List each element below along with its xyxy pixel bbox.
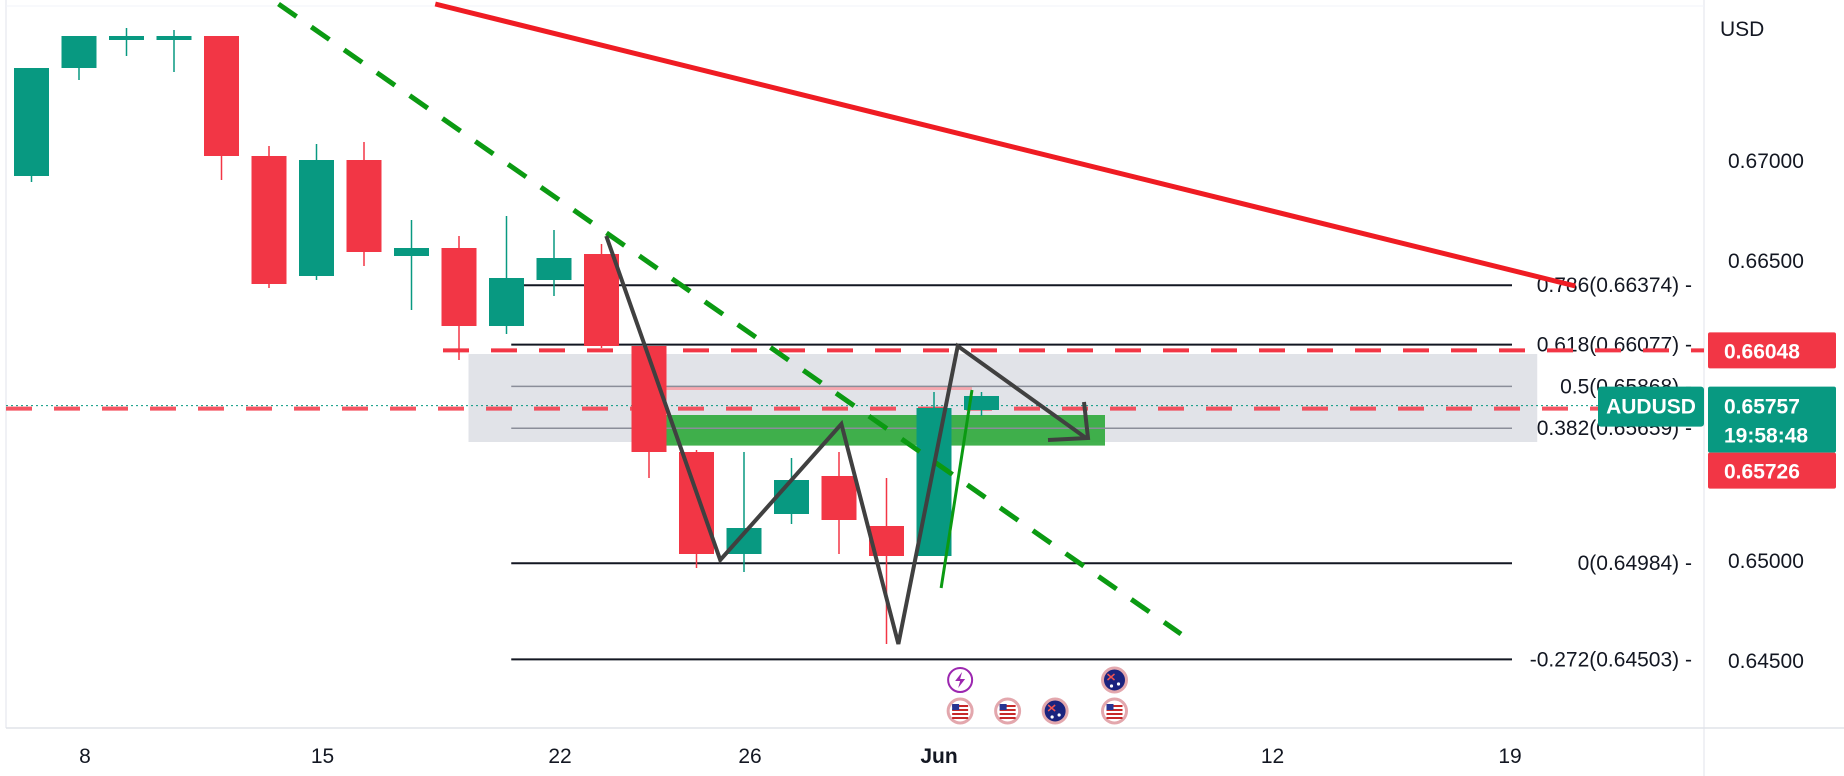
fib-label: 0.618(0.66077) - bbox=[1537, 334, 1692, 357]
zigzag-path[interactable] bbox=[604, 235, 1088, 645]
fibonacci-layer[interactable]: 0.786(0.66374) -0.618(0.66077) -0.5(0.65… bbox=[511, 274, 1692, 671]
green-impulse-line[interactable] bbox=[939, 389, 974, 589]
candle-body bbox=[156, 36, 192, 40]
candle-body bbox=[441, 248, 477, 326]
resistance-badge-box bbox=[1708, 332, 1836, 369]
axes-layer: USD 8 15 22 26 Jun 12 19 0.67000 0.66500 0.65000 0… bbox=[79, 18, 1804, 768]
candle-body bbox=[679, 452, 714, 554]
candle bbox=[584, 244, 619, 348]
candle-body bbox=[109, 36, 144, 40]
fib-label: 0.786(0.66374) - bbox=[1537, 274, 1692, 297]
event-flag-au-icon[interactable] bbox=[1041, 697, 1069, 725]
currency-label: USD bbox=[1720, 18, 1764, 41]
candle bbox=[204, 36, 239, 180]
candle-body bbox=[964, 396, 999, 410]
event-lightning-icon[interactable] bbox=[947, 667, 974, 693]
y-tick-label: 0.65000 bbox=[1728, 550, 1804, 573]
low-badge: 0.65726 bbox=[1708, 452, 1836, 489]
candle-body bbox=[299, 160, 334, 276]
fib-level[interactable]: 0(0.64984) - bbox=[511, 552, 1692, 575]
fib-level[interactable]: -0.272(0.64503) - bbox=[511, 648, 1692, 671]
symbol-label: AUDUSD bbox=[1606, 396, 1696, 419]
x-tick-label: 19 bbox=[1498, 745, 1521, 768]
zigzag-arrow-head bbox=[1047, 401, 1091, 442]
x-tick-label: 22 bbox=[548, 745, 571, 768]
low-badge-box bbox=[1708, 452, 1836, 489]
candle-body bbox=[14, 68, 49, 176]
x-tick-label: 15 bbox=[311, 745, 334, 768]
x-tick-label: 26 bbox=[738, 745, 761, 768]
candle bbox=[109, 28, 144, 56]
candle-body bbox=[394, 248, 429, 256]
candle-body bbox=[204, 36, 239, 156]
red-trendline[interactable] bbox=[434, 1, 1576, 289]
candle bbox=[964, 392, 999, 416]
candle bbox=[156, 30, 192, 72]
candle bbox=[14, 68, 49, 182]
candle-body bbox=[251, 156, 287, 284]
green-zone[interactable] bbox=[656, 415, 1105, 446]
candle bbox=[346, 142, 382, 266]
countdown-label: 19:58:48 bbox=[1724, 425, 1808, 448]
price-badges-layer: 0.66048 AUDUSD 0.65757 19:58:48 0.65726 bbox=[1598, 332, 1836, 489]
event-flag-us-icon[interactable] bbox=[1101, 697, 1128, 725]
low-badge-label: 0.65726 bbox=[1724, 461, 1800, 484]
pink-zone[interactable] bbox=[656, 386, 972, 390]
x-tick-label: Jun bbox=[920, 745, 957, 768]
zones-layer bbox=[468, 354, 1538, 446]
candle bbox=[774, 458, 809, 524]
event-flag-au-icon[interactable] bbox=[1101, 666, 1128, 694]
candle bbox=[251, 146, 287, 288]
candle-body bbox=[61, 36, 97, 68]
candle bbox=[394, 220, 429, 310]
candle bbox=[489, 216, 524, 334]
price-badge: AUDUSD 0.65757 19:58:48 bbox=[1598, 386, 1836, 453]
price-box bbox=[1708, 386, 1836, 453]
event-flag-us-icon[interactable] bbox=[946, 697, 974, 725]
candle-body bbox=[774, 480, 809, 514]
drawings-layer[interactable] bbox=[277, 1, 1576, 645]
candle-body bbox=[489, 278, 524, 326]
x-tick-label: 12 bbox=[1261, 745, 1284, 768]
candle bbox=[821, 452, 857, 554]
candle bbox=[631, 346, 667, 478]
symbol-badge bbox=[1598, 386, 1704, 427]
candle-body bbox=[536, 258, 572, 280]
resistance-badge: 0.66048 bbox=[1708, 332, 1836, 369]
fib-label: -0.272(0.64503) - bbox=[1530, 648, 1692, 671]
price-label: 0.65757 bbox=[1724, 396, 1800, 419]
candles-layer bbox=[14, 28, 999, 644]
fib-label: 0(0.64984) - bbox=[1578, 552, 1692, 575]
resistance-badge-label: 0.66048 bbox=[1724, 340, 1800, 363]
y-tick-label: 0.67000 bbox=[1728, 150, 1804, 173]
x-tick-label: 8 bbox=[79, 745, 91, 768]
candle-body bbox=[821, 476, 857, 520]
candle bbox=[536, 230, 572, 296]
y-tick-label: 0.64500 bbox=[1728, 650, 1804, 673]
candle bbox=[441, 236, 477, 360]
event-flag-us-icon[interactable] bbox=[994, 697, 1022, 725]
candle bbox=[679, 450, 714, 568]
y-tick-label: 0.66500 bbox=[1728, 250, 1804, 273]
events-layer[interactable] bbox=[946, 666, 1128, 725]
candle bbox=[299, 144, 334, 280]
candle bbox=[61, 36, 97, 80]
candle-body bbox=[631, 346, 667, 452]
candle-body bbox=[584, 254, 619, 346]
candle-body bbox=[346, 160, 382, 252]
